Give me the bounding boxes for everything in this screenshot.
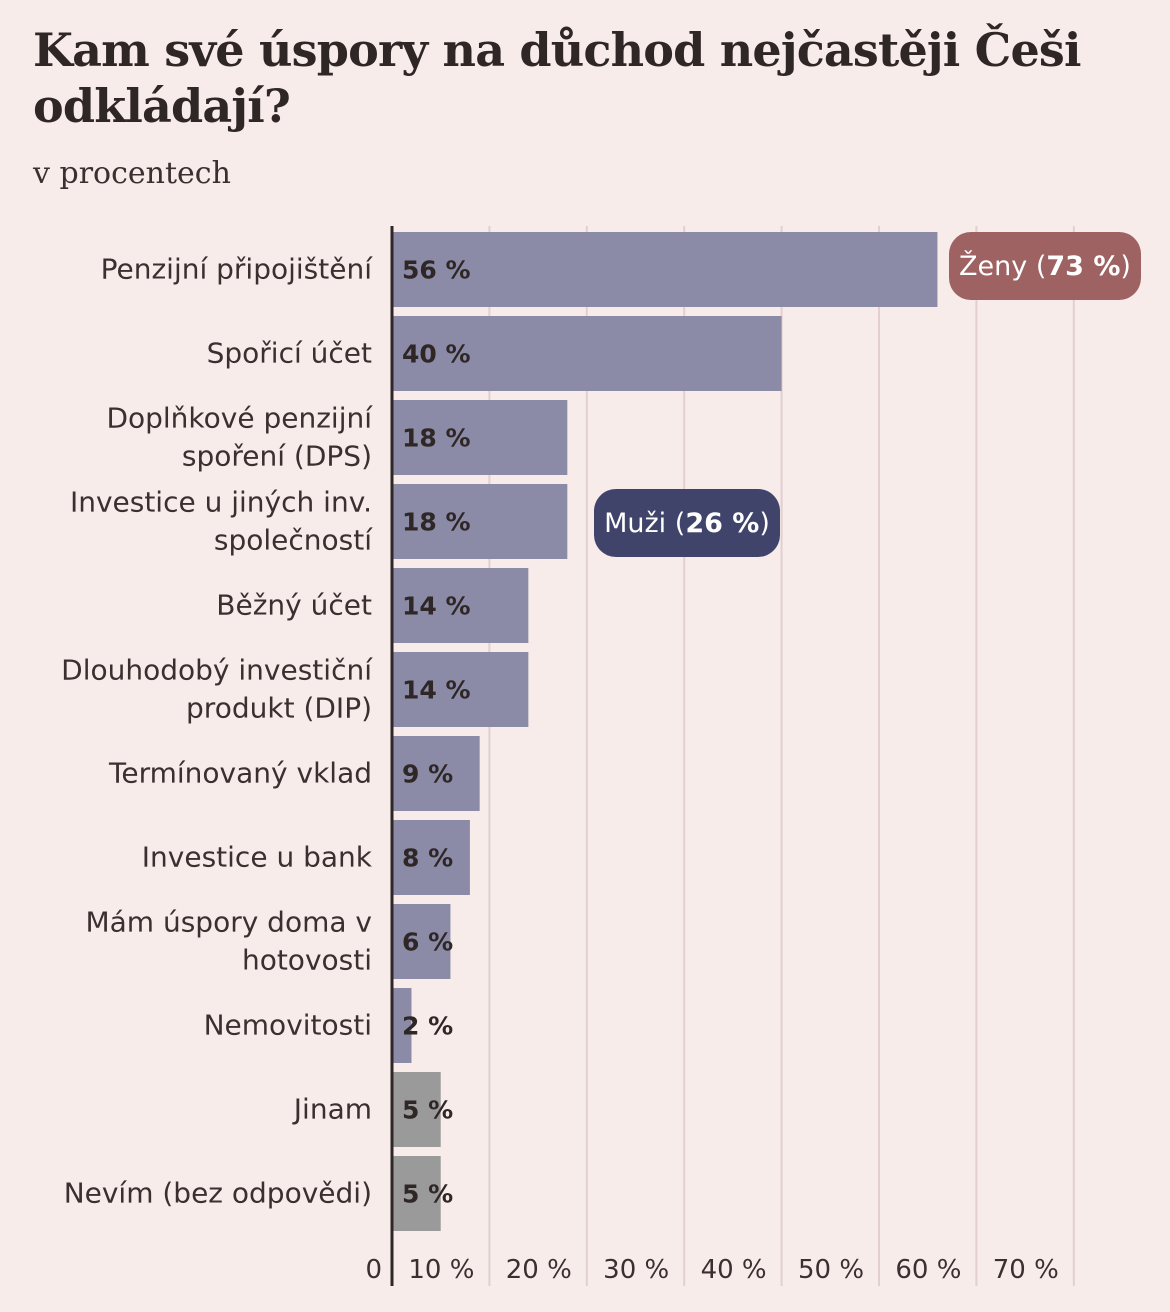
x-tick-label: 20 % <box>506 1255 572 1285</box>
category-label: Nevím (bez odpovědi) <box>64 1177 372 1210</box>
value-label: 5 % <box>402 1096 453 1125</box>
category-label: Nemovitosti <box>204 1009 372 1042</box>
men-annotation-name: Muži <box>604 507 667 539</box>
category-labels: Penzijní připojištění Spořicí účet Doplňko… <box>61 253 373 1210</box>
x-tick-label: 0 <box>365 1255 382 1285</box>
x-tick-label: 40 % <box>701 1255 767 1285</box>
gridlines <box>488 226 1075 1286</box>
bar <box>392 1156 441 1231</box>
category-label: Mám úspory doma v hotovosti <box>85 906 372 977</box>
category-label: Běžný účet <box>216 589 372 622</box>
bar <box>392 904 451 979</box>
bar <box>392 736 480 811</box>
value-label: 18 % <box>402 424 471 453</box>
value-label: 18 % <box>402 508 471 537</box>
bar <box>392 316 782 391</box>
value-label: 40 % <box>402 340 471 369</box>
x-axis-tick-labels: 0 10 % 20 % 30 % 40 % 50 % 60 % 70 % <box>365 1255 1058 1285</box>
bar <box>392 1072 441 1147</box>
category-label: Dlouhodobý investiční produkt (DIP) <box>61 654 373 725</box>
bars <box>392 232 938 1231</box>
x-tick-label: 50 % <box>798 1255 864 1285</box>
value-labels: 56 % 40 % 18 % 18 % 14 % 14 % 9 % 8 % 6 % 2 % 5 % 5… <box>402 256 471 1209</box>
value-label: 8 % <box>402 844 453 873</box>
category-label: Spořicí účet <box>207 337 372 370</box>
value-label: 5 % <box>402 1180 453 1209</box>
men-annotation-pill: Muži (26 %) <box>594 489 780 557</box>
x-tick-label: 70 % <box>993 1255 1059 1285</box>
women-annotation-pill: Ženy (73 %) <box>949 232 1141 300</box>
category-label: Penzijní připojištění <box>101 253 374 286</box>
value-label: 6 % <box>402 928 453 957</box>
value-label: 14 % <box>402 592 471 621</box>
x-tick-label: 60 % <box>895 1255 961 1285</box>
bar <box>392 400 568 475</box>
category-label: Termínovaný vklad <box>108 757 372 790</box>
value-label: 56 % <box>402 256 471 285</box>
x-tick-label: 10 % <box>408 1255 474 1285</box>
category-label: Doplňkové penzijní spoření (DPS) <box>106 402 373 473</box>
bar <box>392 232 938 307</box>
men-annotation-value: 26 % <box>685 507 760 539</box>
value-label: 2 % <box>402 1012 453 1041</box>
women-annotation-name: Ženy <box>959 250 1028 282</box>
value-label: 14 % <box>402 676 471 705</box>
category-label: Investice u bank <box>142 841 373 874</box>
category-label: Investice u jiných inv. společností <box>70 486 373 557</box>
women-annotation-value: 73 % <box>1046 250 1121 282</box>
chart-title: Kam své úspory na důchod nejčastěji Češi… <box>33 23 1082 133</box>
bar <box>392 484 568 559</box>
category-label: Jinam <box>292 1093 372 1126</box>
bar <box>392 820 470 895</box>
x-tick-label: 30 % <box>603 1255 669 1285</box>
bar <box>392 568 529 643</box>
bar <box>392 988 412 1063</box>
chart-subtitle: v procentech <box>33 156 231 191</box>
value-label: 9 % <box>402 760 453 789</box>
bar <box>392 652 529 727</box>
